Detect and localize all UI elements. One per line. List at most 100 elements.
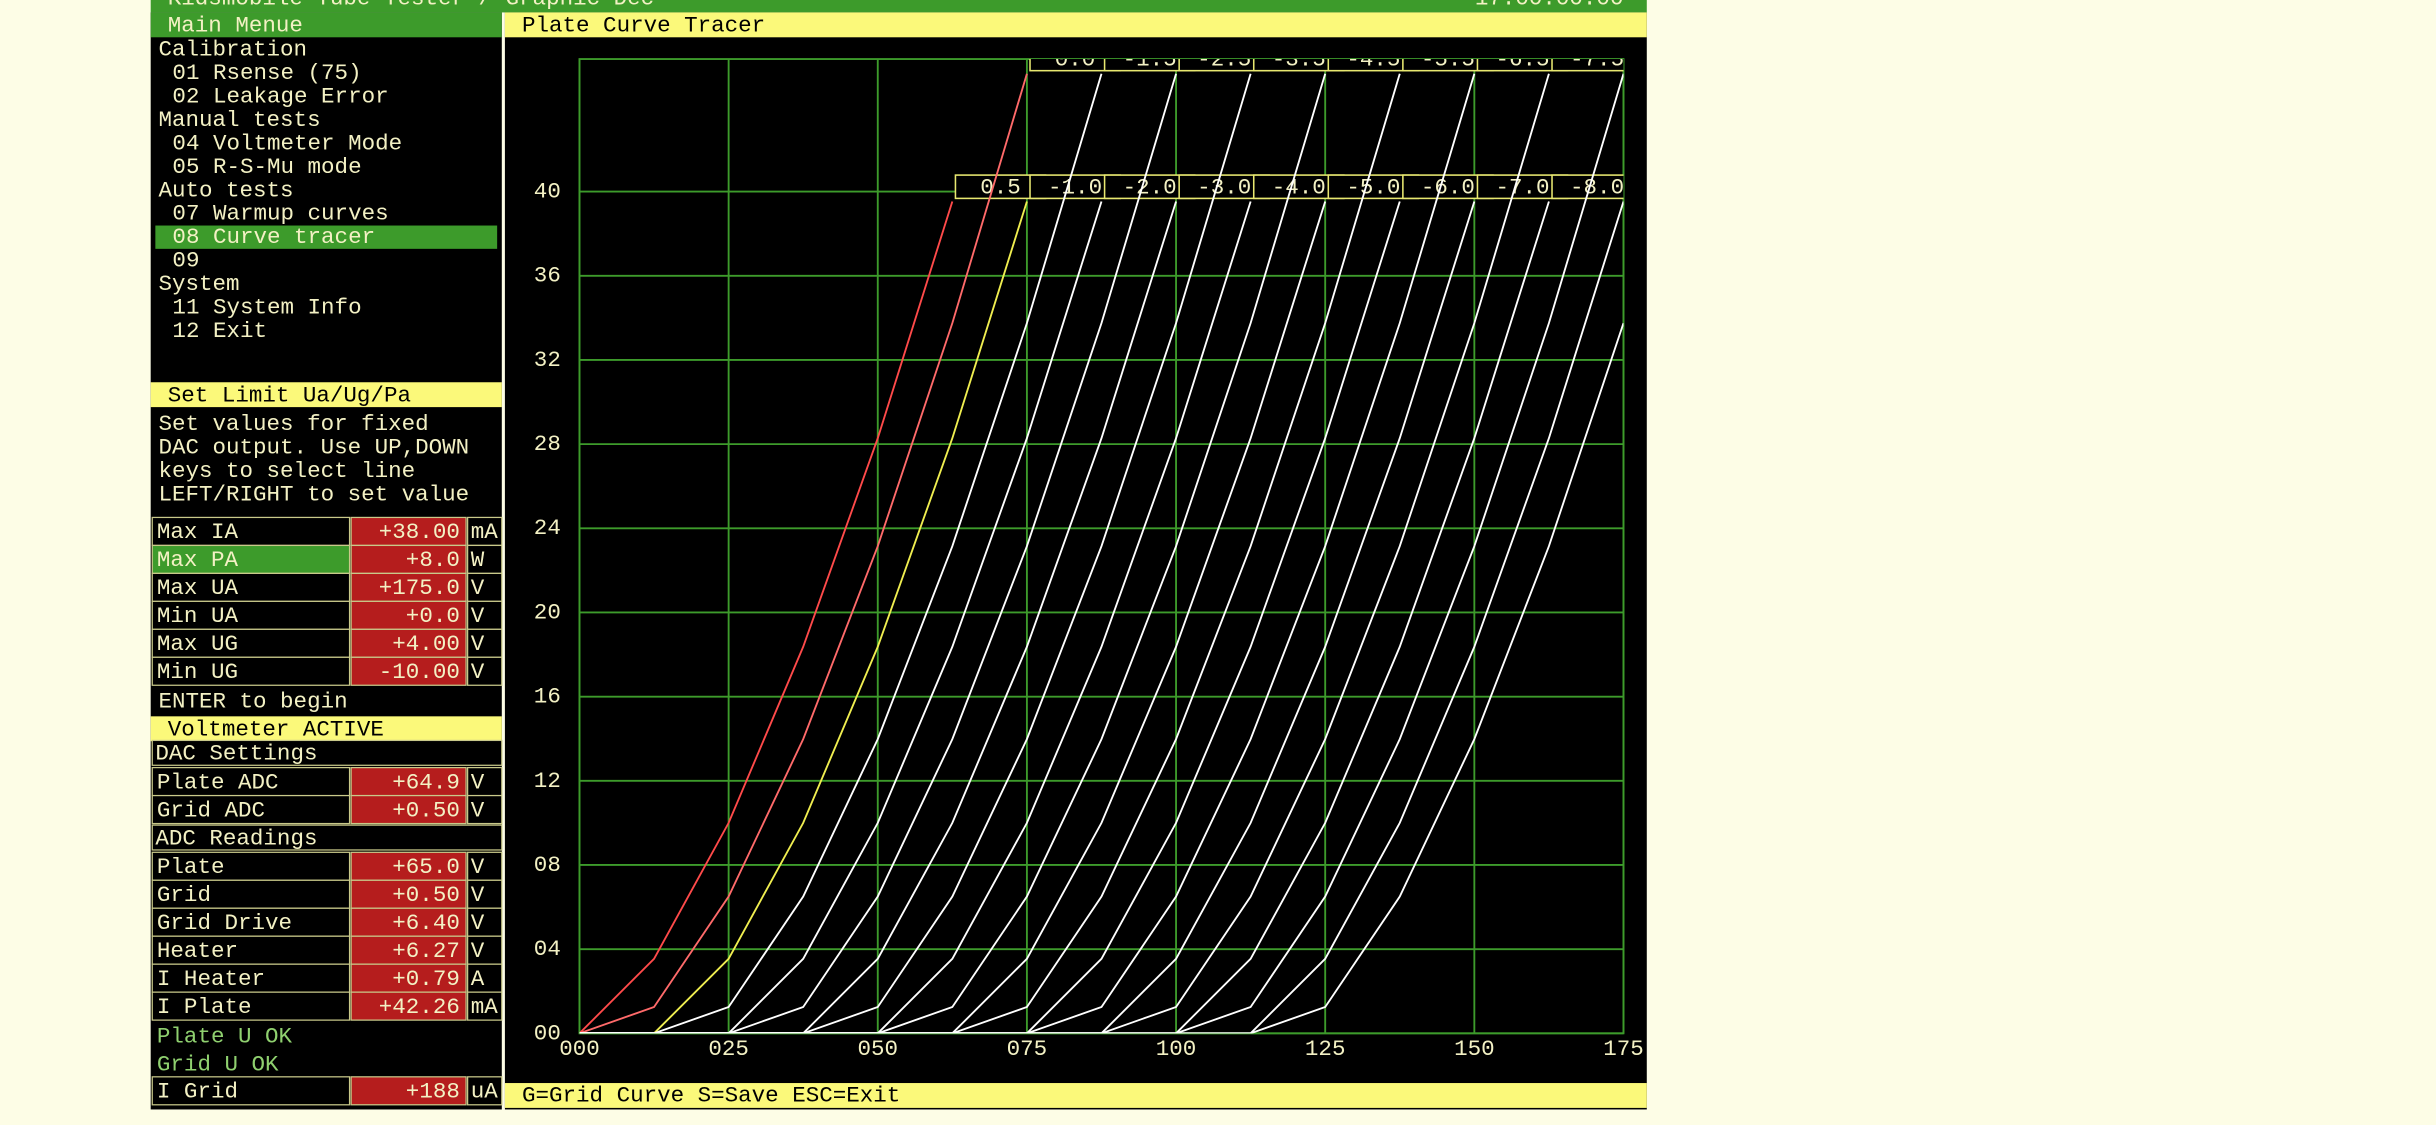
menu-item[interactable]: 04 Voltmeter Mode [172,130,402,156]
row-unit-cell [467,963,503,993]
row-label-cell [151,907,351,937]
section-title: ADC Readings [155,825,317,851]
row-value: +188 [406,1079,460,1105]
x-tick-label: 150 [1454,1036,1495,1062]
menu-item[interactable]: 01 Rsense (75) [172,60,361,86]
x-tick-label: 025 [708,1036,749,1062]
menu-item[interactable]: 09 [172,248,199,274]
row-label-cell [151,656,351,686]
row-label: Plate ADC [157,769,279,795]
status-title-bar [150,716,502,742]
curve [579,73,1177,1034]
window-title: Kidsmobile Tube Tester / Graphic Dec [168,0,654,11]
curve-label: -3.0 [1197,174,1251,200]
curve-label-box [1252,59,1345,72]
row-value-cell [350,794,467,825]
help-line: LEFT/RIGHT to set value [158,482,469,508]
row-value: +0.79 [392,966,460,992]
status-title: Voltmeter ACTIVE [168,716,384,742]
curve-label: -5.0 [1346,174,1400,200]
curve [579,73,1103,1034]
row-unit: V [471,882,485,908]
status-message: Plate U OK [157,1023,293,1049]
curve [579,201,1177,1034]
row-value: +6.27 [392,938,460,964]
y-tick-label: 08 [534,852,561,878]
row-label-cell [151,766,351,797]
y-tick-label: 20 [534,599,561,625]
curve [579,201,1327,1034]
curve-label: -1.0 [1048,174,1102,200]
chart-title: Plate Curve Tracer [522,13,765,39]
row-value-cell [350,991,467,1021]
menu-item[interactable]: 07 Warmup curves [172,201,388,227]
x-tick-label: 175 [1603,1036,1644,1062]
footer-text: G=Grid Curve S=Save ESC=Exit [522,1082,900,1108]
menu-header [150,12,502,38]
curve-label: -6.0 [1421,174,1475,200]
section-title: DAC Settings [155,741,317,767]
row-unit: V [471,797,485,823]
menu-item[interactable]: 12 Exit [172,318,267,344]
row-unit: mA [471,519,499,545]
row-value-cell [350,656,467,686]
row-value-cell [350,600,467,630]
row-unit: V [471,659,485,685]
row-unit-cell [467,1076,503,1106]
x-tick-label: 000 [559,1036,600,1062]
menu-item[interactable]: 11 System Info [172,294,361,320]
clock: 17:00:00:00 [1475,0,1624,11]
row-label-cell [151,628,351,658]
row-label: Grid [157,882,211,908]
curve-label-box [1402,59,1494,72]
row-label: Grid ADC [157,797,265,823]
row-value-cell [350,1076,467,1106]
row-value: +38.00 [379,519,460,545]
row-label: I Plate [157,994,252,1020]
row-value-cell [350,879,467,909]
row-unit: V [471,769,485,795]
row-unit-cell [467,656,503,686]
row-label: Heater [157,938,238,964]
row-label: I Grid [157,1079,238,1105]
row-unit: V [471,631,485,657]
menu-item[interactable]: 02 Leakage Error [172,84,388,110]
row-value-cell [350,572,467,602]
prompt: ENTER to begin [158,689,347,715]
curve [579,73,1476,1034]
y-tick-label: 32 [534,347,561,373]
curve-label: -8.0 [1570,174,1624,200]
row-unit-cell [467,851,503,881]
curve-label-box [1476,59,1569,72]
curve [579,201,954,1034]
window-title-bar [150,0,1647,13]
row-value-cell [350,516,467,547]
menu-item[interactable]: 08 Curve tracer [172,224,375,250]
row-value: +0.50 [392,882,460,908]
row-label-cell [151,991,351,1021]
row-unit: V [471,938,485,964]
row-value-cell [350,628,467,658]
y-tick-label: 28 [534,431,561,457]
row-value: -10.00 [379,659,460,685]
curve [579,201,1550,1034]
x-tick-label: 100 [1156,1036,1197,1062]
section-header [151,824,503,851]
row-label-cell [151,1076,351,1106]
menu-title: Main Menue [168,13,303,39]
footer-bar [504,1083,1647,1108]
menu-item[interactable]: 05 R-S-Mu mode [172,154,361,180]
curve-label: -3.5 [1272,47,1326,73]
row-unit: V [471,910,485,936]
row-value-cell [350,907,467,937]
curve-label-box [1178,59,1271,72]
curve [579,201,1624,1034]
curve [579,73,1327,1034]
row-unit-cell [467,879,503,909]
row-label: Max IA [157,519,239,545]
curve-label: -6.5 [1495,47,1549,73]
row-unit-cell [467,991,503,1021]
curve [579,73,1401,1034]
